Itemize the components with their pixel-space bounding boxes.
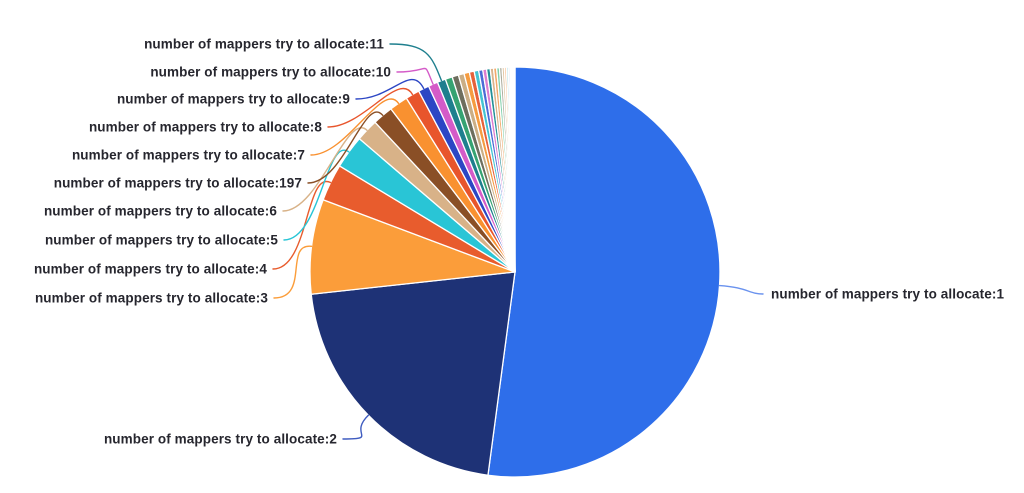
leader-line-197 [307,111,384,184]
leader-line-10 [396,67,434,85]
slice-label-10: number of mappers try to allocate:10 [150,65,391,80]
slice-label-1: number of mappers try to allocate:1 [771,287,1004,302]
pie-slice-2 [310,271,516,476]
leader-line-9 [355,78,425,100]
leader-line-8 [327,87,414,128]
slice-label-3: number of mappers try to allocate:3 [35,291,268,306]
slice-label-5: number of mappers try to allocate:5 [45,233,278,248]
leader-line-2 [342,414,370,440]
slice-label-2: number of mappers try to allocate:2 [104,432,337,447]
pie-slice-1 [487,66,721,478]
slice-label-197: number of mappers try to allocate:197 [54,176,302,191]
slice-label-4: number of mappers try to allocate:4 [34,262,267,277]
pie-slice-unlabeled-tiny-22 [513,66,516,273]
leader-line-7 [310,98,400,156]
leader-line-3 [273,245,313,299]
slice-label-8: number of mappers try to allocate:8 [89,120,322,135]
leader-line-11 [389,43,443,82]
slice-label-11: number of mappers try to allocate:11 [144,37,384,52]
leader-line-4 [272,180,332,270]
leader-line-1 [718,284,764,295]
slice-label-6: number of mappers try to allocate:6 [44,204,277,219]
leader-line-5 [283,149,350,241]
slice-label-7: number of mappers try to allocate:7 [72,148,305,163]
slice-label-9: number of mappers try to allocate:9 [117,92,350,107]
